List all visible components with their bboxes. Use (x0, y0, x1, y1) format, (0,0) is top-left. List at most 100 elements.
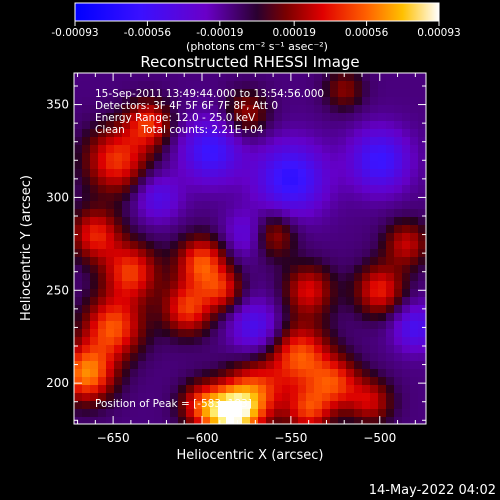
heatmap-cell (90, 145, 99, 154)
heatmap-cell (90, 281, 99, 290)
heatmap-cell (202, 273, 211, 282)
heatmap-cell (186, 161, 195, 170)
heatmap-cell (114, 377, 123, 386)
heatmap-cell (386, 393, 395, 402)
heatmap-cell (234, 161, 243, 170)
heatmap-cell (210, 265, 219, 274)
heatmap-cell (330, 385, 339, 394)
heatmap-cell (226, 185, 235, 194)
heatmap-cell (242, 353, 251, 362)
heatmap-cell (98, 193, 107, 202)
heatmap-cell (282, 113, 291, 122)
heatmap-cell (226, 153, 235, 162)
heatmap-cell (178, 193, 187, 202)
heatmap-cell (282, 233, 291, 242)
heatmap-cell (234, 97, 243, 106)
heatmap-cell (226, 257, 235, 266)
heatmap-cell (234, 385, 243, 394)
heatmap-cell (290, 321, 299, 330)
heatmap-cell (242, 273, 251, 282)
heatmap-cell (354, 113, 363, 122)
heatmap-cell (114, 297, 123, 306)
heatmap-cell (394, 241, 403, 250)
heatmap-cell (346, 177, 355, 186)
heatmap-cell (290, 225, 299, 234)
heatmap-cell (418, 121, 426, 130)
heatmap-cell (82, 369, 91, 378)
heatmap-cell (170, 193, 179, 202)
heatmap-cell (386, 409, 395, 418)
heatmap-cell (338, 185, 347, 194)
heatmap-cell (402, 97, 411, 106)
heatmap-cell (330, 297, 339, 306)
heatmap-cell (346, 409, 355, 418)
heatmap-cell (402, 337, 411, 346)
heatmap-cell (194, 385, 203, 394)
heatmap-cell (178, 353, 187, 362)
heatmap-cell (90, 289, 99, 298)
heatmap-cell (370, 185, 379, 194)
heatmap-cell (194, 297, 203, 306)
heatmap-cell (202, 185, 211, 194)
heatmap-cell (354, 369, 363, 378)
heatmap-cell (234, 113, 243, 122)
colorbar (74, 2, 440, 22)
heatmap-cell (170, 393, 179, 402)
heatmap-cell (306, 313, 315, 322)
heatmap-cell (122, 217, 131, 226)
heatmap-cell (314, 353, 323, 362)
heatmap-cell (258, 377, 267, 386)
heatmap-cell (338, 345, 347, 354)
heatmap-cell (258, 305, 267, 314)
heatmap-cell (74, 401, 83, 410)
heatmap-cell (162, 137, 171, 146)
heatmap-cell (170, 345, 179, 354)
heatmap-cell (122, 297, 131, 306)
heatmap-cell (130, 209, 139, 218)
heatmap-cell (186, 137, 195, 146)
heatmap-cell (122, 129, 131, 138)
heatmap-cell (162, 105, 171, 114)
heatmap-cell (250, 161, 259, 170)
heatmap-cell (386, 313, 395, 322)
heatmap-cell (394, 161, 403, 170)
heatmap-cell (194, 73, 203, 82)
heatmap-cell (354, 201, 363, 210)
heatmap-cell (370, 409, 379, 418)
heatmap-cell (362, 353, 371, 362)
heatmap-cell (98, 265, 107, 274)
heatmap-cell (170, 177, 179, 186)
heatmap-cell (322, 177, 331, 186)
heatmap-cell (178, 129, 187, 138)
heatmap-cell (74, 305, 83, 314)
heatmap-cell (82, 193, 91, 202)
heatmap-cell (106, 153, 115, 162)
heatmap-cell (266, 89, 275, 98)
heatmap-cell (410, 265, 419, 274)
heatmap-cell (290, 201, 299, 210)
heatmap-cell (346, 137, 355, 146)
heatmap-cell (330, 169, 339, 178)
heatmap-cell (394, 97, 403, 106)
heatmap-cell (242, 193, 251, 202)
heatmap-cell (258, 81, 267, 90)
heatmap-cell (322, 121, 331, 130)
heatmap-cell (186, 353, 195, 362)
heatmap-cell (122, 409, 131, 418)
heatmap-cell (394, 289, 403, 298)
heatmap-cell (298, 241, 307, 250)
heatmap-cell (378, 313, 387, 322)
heatmap-cell (218, 185, 227, 194)
heatmap-cell (346, 305, 355, 314)
heatmap-cell (410, 241, 419, 250)
heatmap-cell (106, 257, 115, 266)
heatmap-cell (282, 73, 291, 82)
heatmap-cell (354, 233, 363, 242)
heatmap-cell (378, 161, 387, 170)
heatmap-cell (82, 169, 91, 178)
heatmap-cell (282, 121, 291, 130)
heatmap-cell (290, 105, 299, 114)
heatmap-cell (90, 329, 99, 338)
heatmap-cell (154, 121, 163, 130)
heatmap-cell (90, 353, 99, 362)
